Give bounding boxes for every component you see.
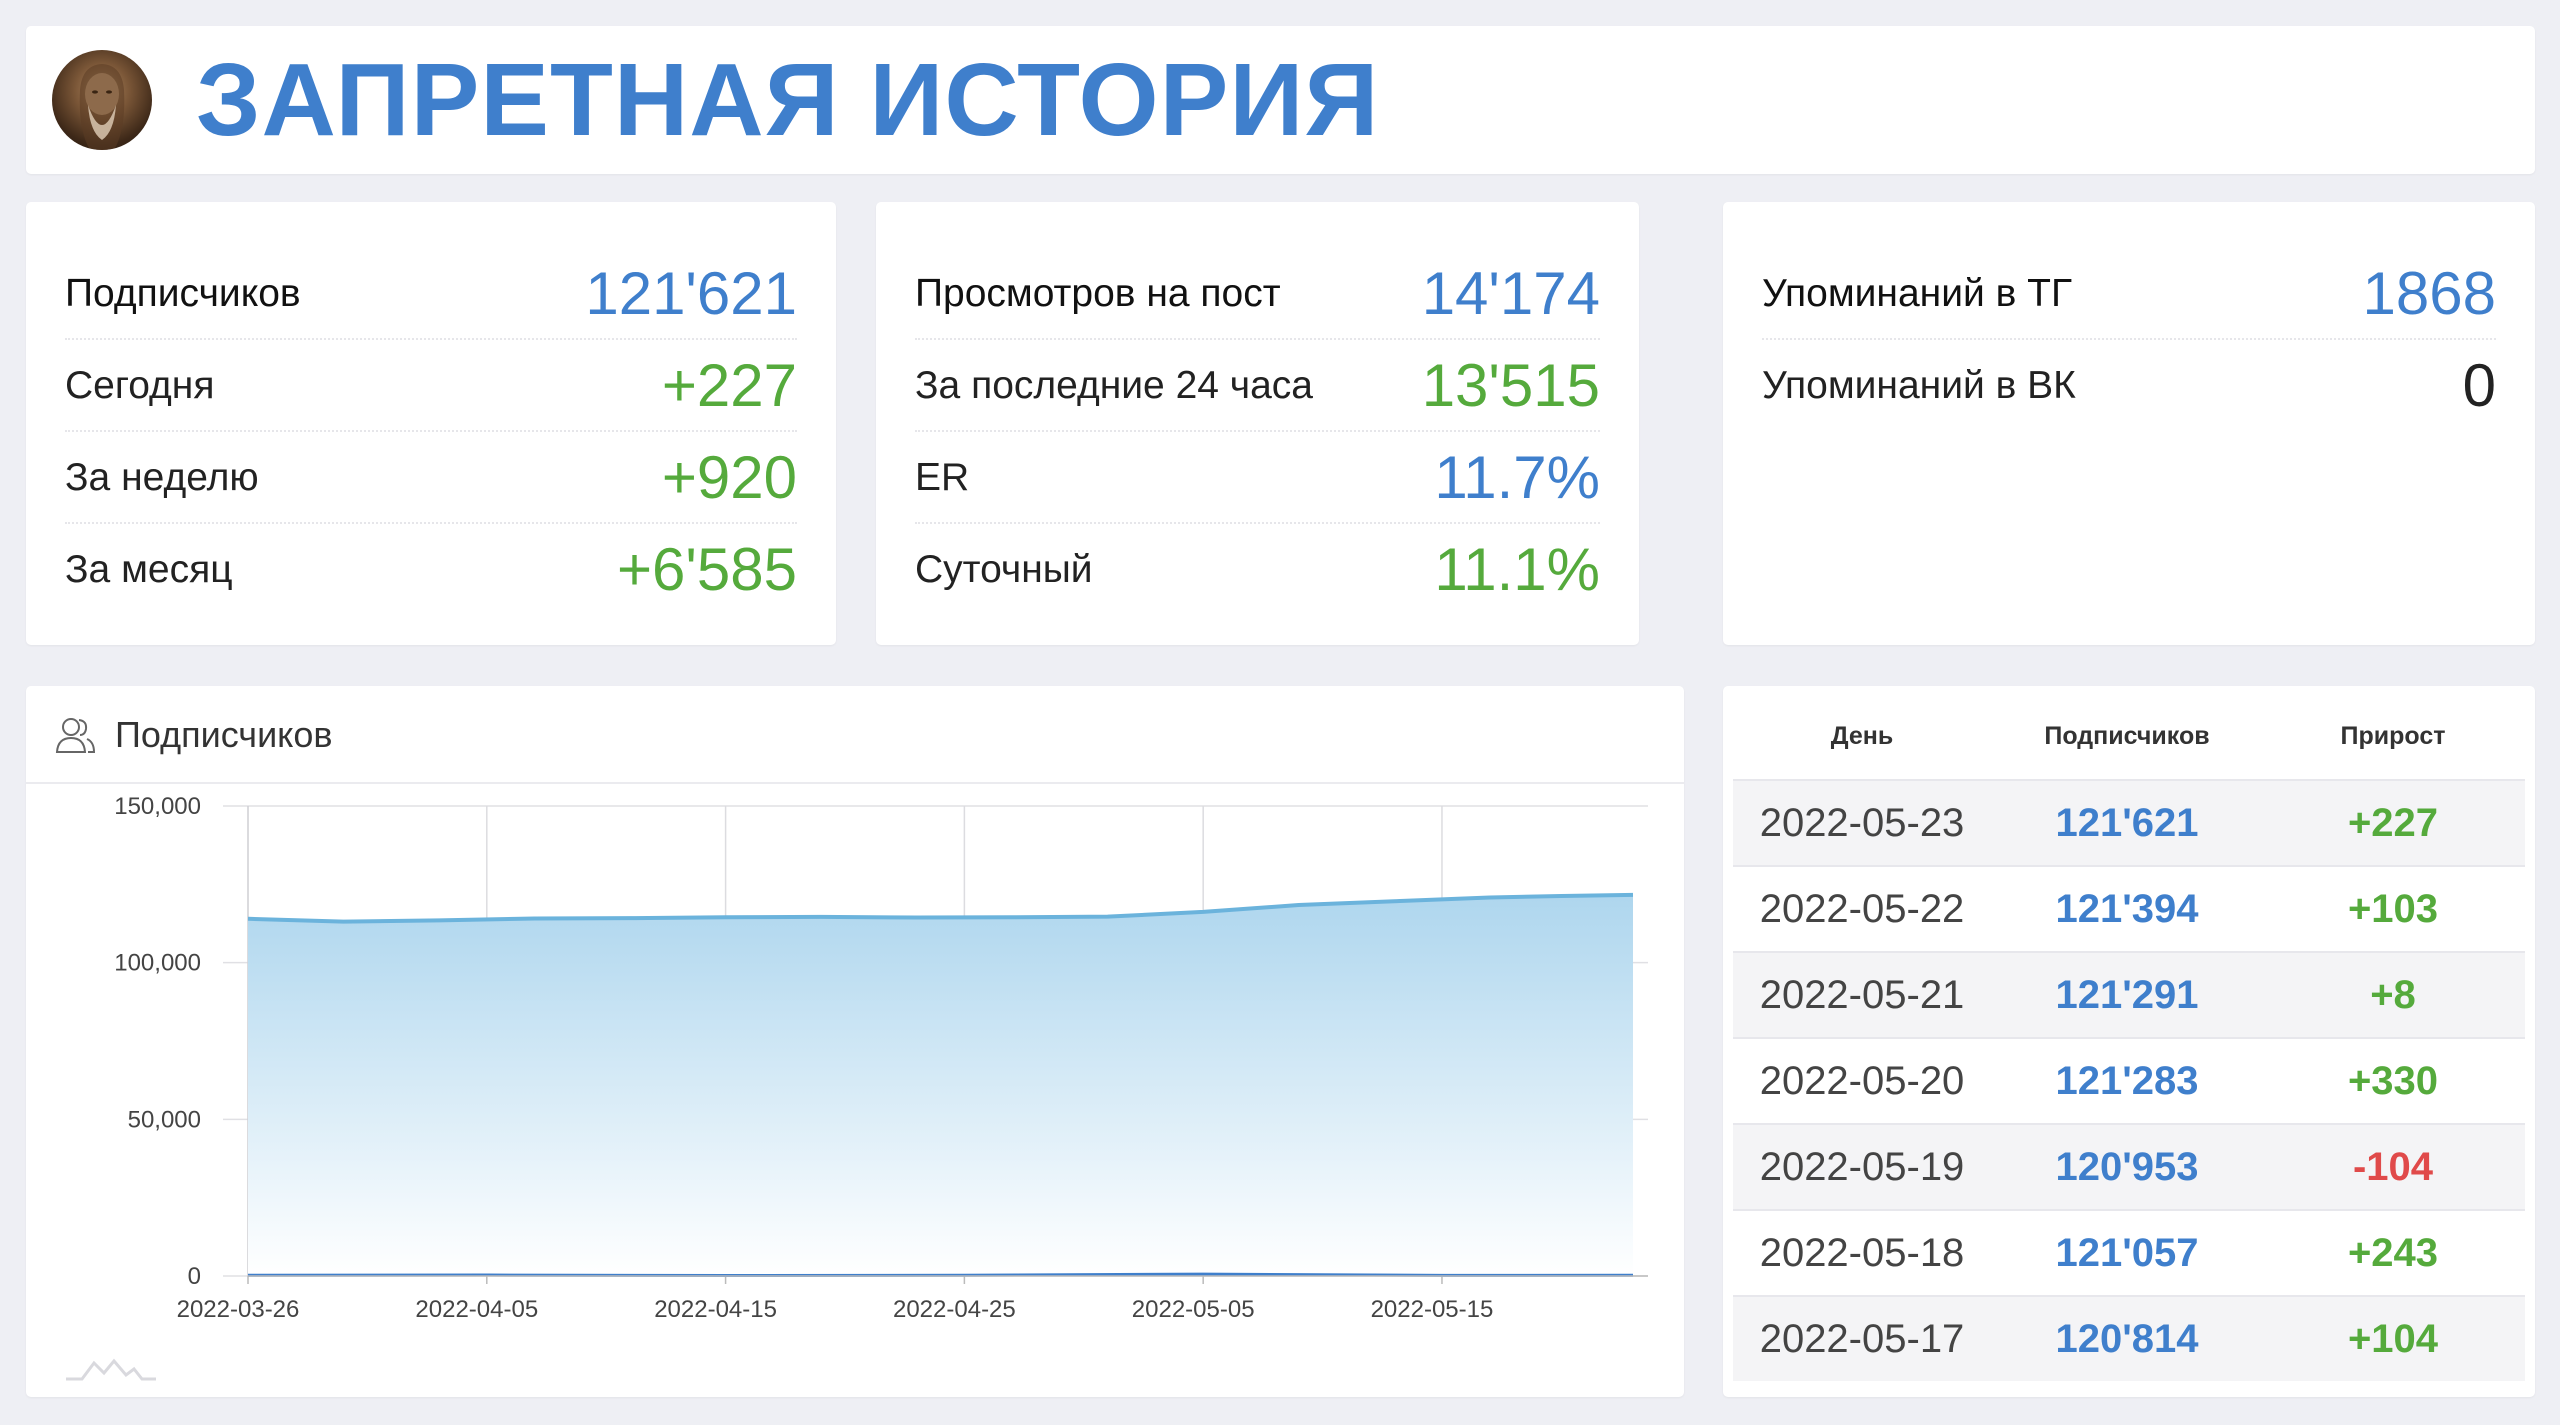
x-tick-label: 2022-05-05 [1132, 1296, 1255, 1323]
series-area-subscribers [248, 894, 1633, 1276]
table-row[interactable]: 2022-05-23 121'621 +227 [1733, 779, 2525, 865]
users-icon [55, 718, 96, 753]
table-row[interactable]: 2022-05-19 120'953 -104 [1733, 1123, 2525, 1209]
stat-label: Сегодня [65, 364, 215, 407]
cell-day: 2022-05-20 [1759, 1059, 1965, 1103]
stat-label: За месяц [65, 548, 233, 591]
stat-label: Упоминаний в ВК [1762, 364, 2076, 407]
cell-growth: +103 [2347, 887, 2439, 931]
cell-growth: +227 [2347, 801, 2439, 845]
x-tick-label: 2022-03-26 [177, 1296, 300, 1323]
stat-label: Упоминаний в ТГ [1762, 272, 2073, 315]
stat-value: 11.7% [1434, 444, 1600, 511]
table-row[interactable]: 2022-05-17 120'814 +104 [1733, 1295, 2525, 1381]
cell-day: 2022-05-22 [1759, 887, 1965, 931]
stat-row-er: ER 11.7% [915, 430, 1600, 524]
stat-row-vk-mentions: Упоминаний в ВК 0 [1762, 338, 2496, 430]
table-row[interactable]: 2022-05-20 121'283 +330 [1733, 1037, 2525, 1123]
channel-header: ЗАПРЕТНАЯ ИСТОРИЯ [26, 26, 2535, 174]
series-line-subscribers [247, 892, 1634, 924]
stat-value: +920 [661, 444, 797, 511]
stat-value: 121'621 [585, 260, 797, 327]
subscribers-chart[interactable]: 0 50,000 100,000 150,000 2022-03-26 2022-04-0… [26, 782, 1684, 1362]
x-tick-label: 2022-04-15 [654, 1296, 777, 1323]
x-tick-label: 2022-04-05 [415, 1296, 538, 1323]
cell-growth: +330 [2347, 1059, 2439, 1103]
chart-logo-icon [66, 1358, 156, 1381]
table-row[interactable]: 2022-05-22 121'394 +103 [1733, 865, 2525, 951]
subscribers-chart-card: Подписчиков 0 50,000 100,000 150,000 2022-03… [26, 686, 1684, 1397]
cell-day: 2022-05-21 [1759, 973, 1965, 1017]
stat-row-views-per-post: Просмотров на пост 14'174 [915, 246, 1600, 340]
portrait-avatar-icon [79, 64, 125, 150]
stat-row-last-24h: За последние 24 часа 13'515 [915, 338, 1600, 432]
cell-subscribers: 121'283 [2055, 1059, 2199, 1103]
table-header-subscribers[interactable]: Подписчиков [2044, 722, 2210, 750]
cell-day: 2022-05-19 [1759, 1145, 1965, 1189]
stat-label: Просмотров на пост [915, 272, 1281, 315]
y-tick-label: 150,000 [114, 793, 201, 820]
stat-label: Подписчиков [65, 272, 301, 315]
stat-value: +6'585 [617, 536, 797, 603]
stat-row-today: Сегодня +227 [65, 338, 797, 432]
cell-growth: -104 [2352, 1145, 2434, 1189]
stat-row-daily: Суточный 11.1% [915, 522, 1600, 614]
channel-title: ЗАПРЕТНАЯ ИСТОРИЯ [196, 42, 1380, 157]
stat-value: 13'515 [1421, 352, 1600, 419]
subscribers-card: Подписчиков 121'621 Сегодня +227 За неде… [26, 202, 836, 645]
table-row[interactable]: 2022-05-21 121'291 +8 [1733, 951, 2525, 1037]
stat-label: ER [915, 456, 970, 499]
stat-label: Суточный [915, 548, 1093, 591]
cell-subscribers: 120'814 [2055, 1317, 2199, 1361]
stat-row-month: За месяц +6'585 [65, 522, 797, 614]
stat-row-week: За неделю +920 [65, 430, 797, 524]
mentions-card: Упоминаний в ТГ 1868 Упоминаний в ВК 0 [1723, 202, 2535, 645]
stat-value: +227 [661, 352, 797, 419]
table-row[interactable]: 2022-05-18 121'057 +243 [1733, 1209, 2525, 1295]
cell-day: 2022-05-23 [1759, 801, 1965, 845]
cell-growth: +243 [2347, 1231, 2439, 1275]
cell-subscribers: 120'953 [2055, 1145, 2199, 1189]
y-tick-label: 100,000 [114, 950, 201, 977]
stat-value: 14'174 [1421, 260, 1600, 327]
cell-day: 2022-05-18 [1759, 1231, 1965, 1275]
y-tick-label: 0 [188, 1263, 201, 1290]
stat-value: 1868 [2362, 260, 2496, 327]
cell-subscribers: 121'621 [2055, 801, 2199, 845]
stat-row-subscribers: Подписчиков 121'621 [65, 246, 797, 340]
views-card: Просмотров на пост 14'174 За последние 2… [876, 202, 1639, 645]
table-header-day[interactable]: День [1830, 722, 1894, 750]
stat-label: За последние 24 часа [915, 364, 1313, 407]
x-tick-label: 2022-04-25 [893, 1296, 1016, 1323]
chart-header: Подписчиков [26, 686, 1684, 784]
stat-value: 11.1% [1434, 536, 1600, 603]
cell-day: 2022-05-17 [1759, 1317, 1965, 1361]
cell-subscribers: 121'057 [2055, 1231, 2199, 1275]
x-tick-label: 2022-05-15 [1371, 1296, 1494, 1323]
channel-avatar[interactable] [52, 50, 152, 150]
chart-title: Подписчиков [115, 714, 333, 755]
cell-subscribers: 121'394 [2055, 887, 2199, 931]
daily-table-card: День Подписчиков Прирост 2022-05-23 121'6… [1723, 686, 2535, 1397]
table-header-growth[interactable]: Прирост [2340, 722, 2446, 750]
stat-row-tg-mentions: Упоминаний в ТГ 1868 [1762, 246, 2496, 340]
stat-value: 0 [2462, 352, 2496, 419]
cell-growth: +104 [2347, 1317, 2439, 1361]
stat-label: За неделю [65, 456, 259, 499]
cell-subscribers: 121'291 [2055, 973, 2199, 1017]
y-tick-label: 50,000 [128, 1106, 201, 1133]
cell-growth: +8 [2370, 973, 2416, 1017]
